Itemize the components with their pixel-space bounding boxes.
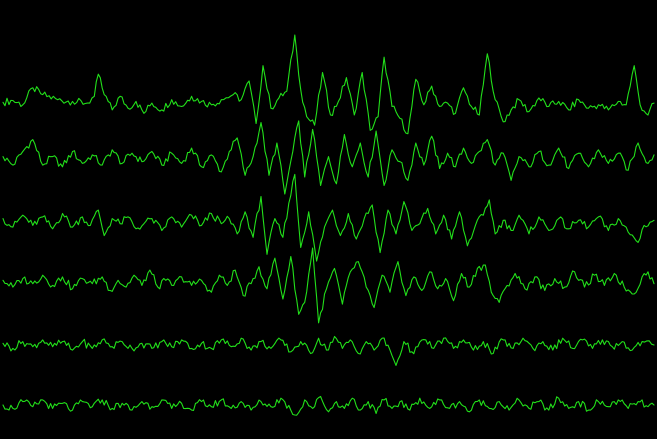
channel-trace-5	[2, 335, 655, 366]
channel-trace-3	[2, 173, 655, 262]
channel-trace-2	[2, 120, 655, 195]
channel-trace-1	[2, 34, 655, 135]
channel-trace-6	[2, 395, 655, 416]
channel-trace-4	[2, 247, 655, 324]
channel-traces	[2, 34, 655, 416]
